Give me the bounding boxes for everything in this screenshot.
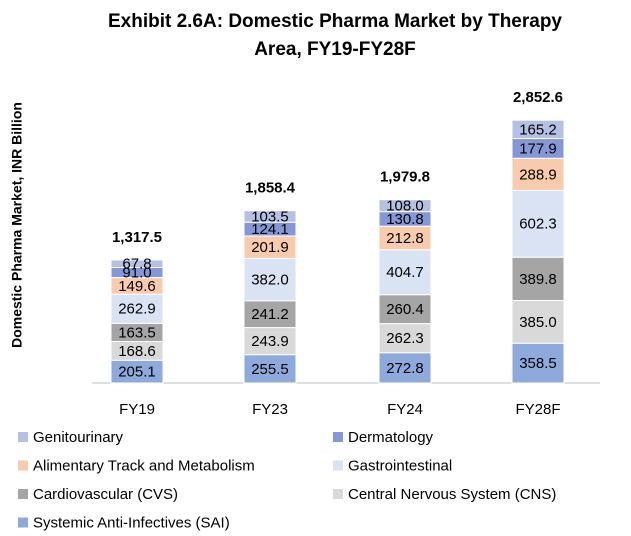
total-label: 1,979.8 — [380, 169, 430, 186]
data-label: 358.5 — [519, 355, 557, 372]
bar-segment — [378, 199, 432, 213]
data-label: 124.1 — [251, 221, 289, 238]
x-tick-label: FY24 — [387, 401, 423, 418]
legend-label: Genitourinary — [33, 429, 124, 446]
legend-label: Alimentary Track and Metabolism — [33, 457, 255, 474]
data-label: 212.8 — [386, 230, 424, 247]
legend-label: Dermatology — [348, 429, 434, 446]
data-label: 260.4 — [386, 301, 424, 318]
bar-segment — [243, 327, 297, 356]
bar-segment — [110, 259, 164, 268]
legend-label: Cardiovascular (CVS) — [33, 486, 178, 503]
data-label: 243.9 — [251, 333, 289, 350]
bar-segment — [378, 249, 432, 296]
data-label: 288.9 — [519, 166, 557, 183]
legend-swatch — [18, 432, 28, 442]
total-label: 2,852.6 — [513, 89, 563, 106]
data-label: 91.0 — [122, 265, 151, 282]
legend-label: Central Nervous System (CNS) — [348, 486, 556, 503]
legend-swatch — [333, 432, 343, 442]
bar-segment — [511, 157, 565, 191]
legend-swatch — [18, 460, 28, 471]
chart-title: Exhibit 2.6A: Domestic Pharma Market by … — [107, 11, 563, 60]
data-label: 67.8 — [122, 256, 151, 273]
legend-label: Systemic Anti-Infectives (SAI) — [33, 514, 230, 531]
data-label: 382.0 — [251, 272, 289, 289]
x-tick-label: FY28F — [515, 401, 560, 418]
data-label: 163.5 — [118, 324, 156, 341]
bar-segment — [378, 352, 432, 384]
bar-segment — [243, 354, 297, 384]
bar-segment — [511, 119, 565, 140]
data-label: 108.0 — [386, 198, 424, 215]
bar-segment — [243, 210, 297, 223]
data-label: 103.5 — [251, 208, 289, 225]
x-tick-label: FY19 — [119, 401, 155, 418]
data-label: 201.9 — [251, 239, 289, 256]
y-axis-label: Domestic Pharma Market, INR Billion — [9, 102, 25, 348]
legend-swatch — [333, 460, 343, 471]
total-label: 1,317.5 — [112, 229, 162, 246]
bar-segment — [511, 342, 565, 384]
data-label: 149.6 — [118, 278, 156, 295]
data-label: 255.5 — [251, 361, 289, 378]
data-label: 385.0 — [519, 314, 557, 331]
data-label: 262.3 — [386, 330, 424, 347]
legend-swatch — [18, 489, 28, 499]
data-label: 602.3 — [519, 216, 557, 233]
data-label: 262.9 — [118, 301, 156, 318]
data-label: 241.2 — [251, 306, 289, 323]
bar-segment — [511, 299, 565, 344]
data-label: 165.2 — [519, 121, 557, 138]
bar-segment — [378, 323, 432, 354]
data-label: 404.7 — [386, 264, 424, 281]
legend-label: Gastrointestinal — [348, 457, 452, 474]
data-label: 130.8 — [386, 211, 424, 228]
bar-segment — [511, 256, 565, 301]
data-label: 272.8 — [386, 360, 424, 377]
legend-swatch — [333, 489, 343, 499]
x-tick-label: FY23 — [252, 401, 288, 418]
legend-swatch — [18, 517, 28, 528]
data-label: 205.1 — [118, 364, 156, 381]
data-label: 168.6 — [118, 343, 156, 360]
data-label: 177.9 — [519, 140, 557, 157]
data-label: 389.8 — [519, 271, 557, 288]
total-label: 1,858.4 — [245, 180, 296, 197]
bar-segment — [511, 189, 565, 258]
